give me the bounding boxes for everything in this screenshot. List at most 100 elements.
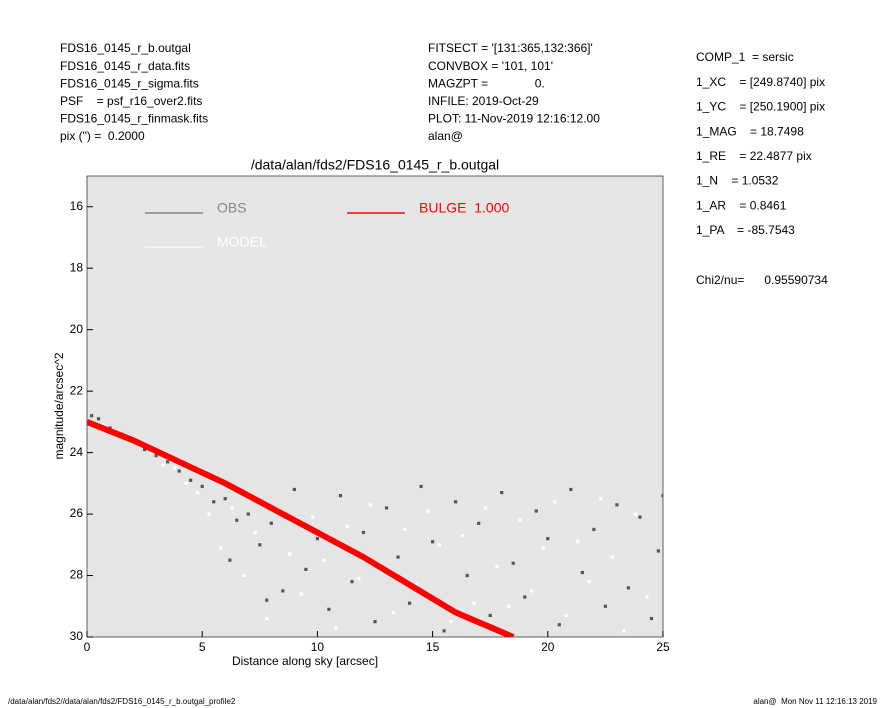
data-point [189,478,193,482]
data-point [391,610,396,615]
data-point [576,540,580,544]
data-point [384,506,389,510]
data-point [161,463,165,467]
data-point [483,506,488,510]
chart-title: /data/alan/fds2/FDS16_0145_r_b.outgal [251,157,499,173]
y-tick-label: 16 [70,199,84,213]
data-point [311,515,315,519]
data-point [449,620,453,624]
fit-parameter: COMP_1 = sersic [696,50,794,64]
fit-parameter: 1_AR = 0.8461 [696,198,787,212]
data-point [315,537,319,541]
data-point [603,604,607,608]
data-point [557,623,561,627]
data-point [645,595,649,599]
data-point [258,543,262,547]
footer-right: alan@ Mon Nov 11 12:16:13 2019 [753,697,877,706]
fit-parameter: 1_PA = -85.7543 [696,223,795,237]
data-point [304,567,308,571]
x-axis-label: Distance along sky [arcsec] [232,654,378,668]
plot-data [87,414,663,637]
data-point [564,613,568,618]
fit-parameter: 1_N = 1.0532 [696,174,779,188]
data-point [580,570,584,575]
data-point [299,592,303,596]
header-middle-line: INFILE: 2019-Oct-29 [428,94,539,108]
data-point [149,451,154,455]
data-point [477,521,481,525]
data-point [373,620,377,624]
plot-area [86,175,664,638]
data-point [661,494,663,498]
data-point [350,580,354,584]
data-point [380,570,384,575]
data-point [101,423,105,427]
data-point [396,555,400,559]
data-point [488,613,492,618]
y-tick-label: 22 [70,383,84,397]
x-tick-label: 15 [426,640,440,654]
data-point [253,530,257,535]
data-point [649,616,654,621]
data-point [200,484,204,489]
x-tick-label: 25 [656,640,670,654]
data-point [495,564,499,568]
data-point [615,503,619,507]
model-line [87,419,515,637]
y-tick-label: 26 [70,506,84,520]
data-point [414,583,419,587]
data-point [507,604,511,608]
data-point [465,573,469,578]
data-point [472,601,476,605]
y-tick-label: 18 [70,260,84,274]
data-point [530,589,534,593]
data-point [177,469,181,473]
data-point [534,509,538,513]
data-point [599,497,603,501]
data-point [246,512,250,516]
header-left-line: pix (") = 0.2000 [60,129,145,143]
fit-parameter: 1_RE = 22.4877 pix [696,149,812,163]
data-point [90,414,94,418]
data-point [368,503,372,507]
header-middle-line: CONVBOX = '101, 101' [428,59,553,73]
data-point [322,558,326,562]
data-point [242,573,246,578]
y-tick-label: 28 [70,568,84,582]
data-point [403,527,407,532]
data-point [511,561,515,565]
fit-parameter: 1_XC = [249.8740] pix [696,75,825,89]
data-point [212,500,216,504]
data-point [265,616,269,621]
header-left-line: FDS16_0145_r_sigma.fits [60,76,199,90]
data-point [207,512,211,516]
data-point [184,481,188,485]
data-point [235,518,239,522]
data-point [454,500,458,504]
data-point [219,546,223,550]
data-point [357,577,361,581]
header-left-line: FDS16_0145_r_b.outgal [60,41,191,55]
header-left-line: FDS16_0145_r_data.fits [60,59,190,73]
data-point [518,518,522,522]
data-point [96,417,101,421]
data-point [541,546,545,550]
header-middle-line: FITSECT = '[131:365,132:366]' [428,41,593,55]
y-tick-label: 30 [70,629,84,643]
data-point [172,466,177,470]
data-point [500,490,504,495]
header-left-line: PSF = psf_r16_over2.fits [60,94,202,108]
data-point [195,490,200,495]
header-middle-line: MAGZPT = 0. [428,76,545,90]
footer-left: /data/alan/fds2//data/alan/fds2/FDS16_01… [8,697,236,706]
data-point [288,552,292,556]
fit-parameter: 1_MAG = 18.7498 [696,124,804,138]
x-tick-label: 10 [311,640,325,654]
data-point [407,601,412,605]
y-axis-label: magnitude/arcsec^2 [52,352,66,459]
data-point [622,629,626,633]
data-point [334,626,338,630]
data-point [626,586,631,590]
